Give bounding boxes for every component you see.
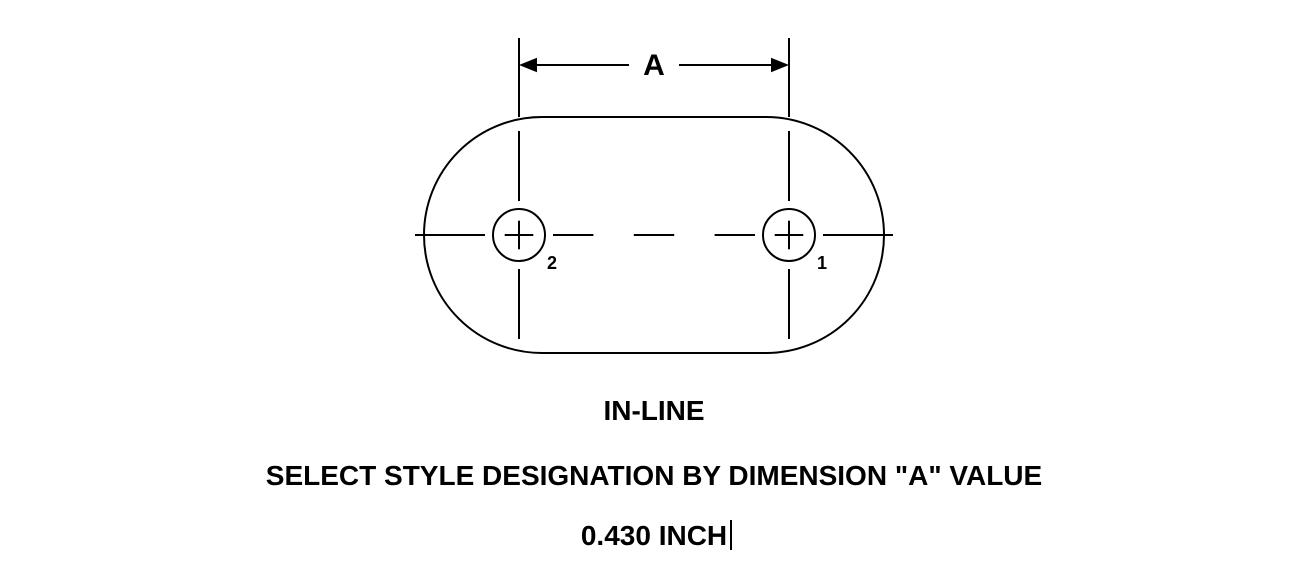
technical-drawing: A 2 1 [354, 20, 954, 380]
svg-text:1: 1 [817, 253, 827, 273]
svg-text:2: 2 [547, 253, 557, 273]
svg-text:A: A [643, 49, 665, 82]
label-dimension: 0.430 INCH [0, 520, 1308, 552]
cursor-mark [730, 520, 732, 550]
diagram-container: A 2 1 IN-LINE SELECT STYLE DESIGNATION BY … [0, 0, 1308, 576]
label-select: SELECT STYLE DESIGNATION BY DIMENSION "A… [0, 460, 1308, 492]
label-inline: IN-LINE [0, 395, 1308, 427]
